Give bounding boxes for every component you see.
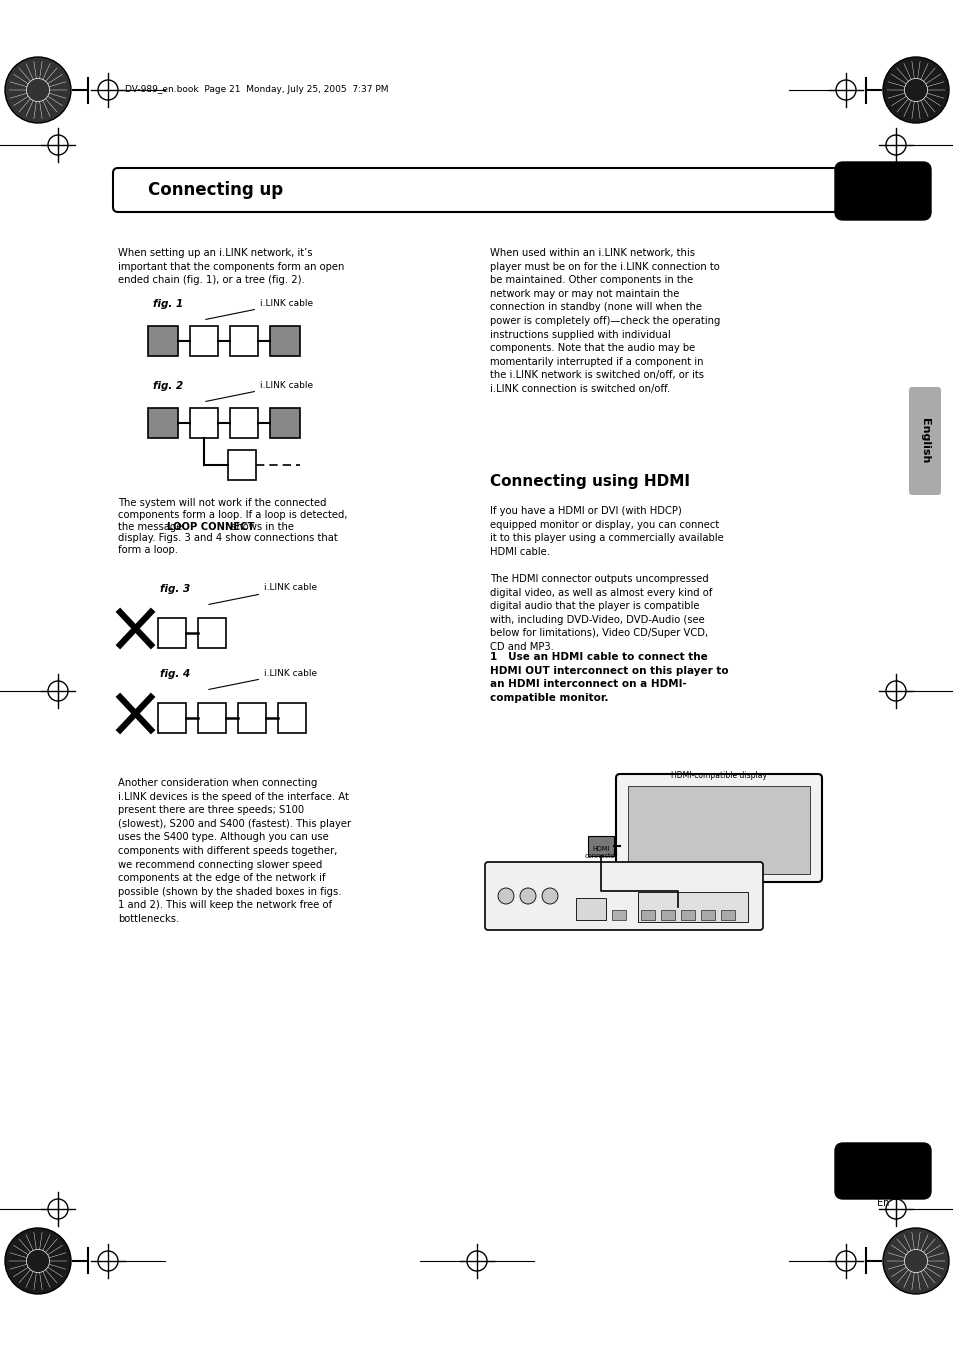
Bar [700, 911, 714, 920]
Text: the message: the message [118, 521, 185, 531]
Text: HDMI
connector: HDMI connector [583, 846, 618, 859]
Bar [228, 450, 255, 480]
Bar [640, 911, 655, 920]
Bar [720, 911, 734, 920]
Text: Connecting using HDMI: Connecting using HDMI [490, 474, 689, 489]
Text: shows in the: shows in the [228, 521, 294, 531]
Bar [693, 884, 740, 894]
Bar [660, 911, 675, 920]
Text: form a loop.: form a loop. [118, 546, 178, 555]
Circle shape [27, 78, 50, 101]
Bar [709, 874, 723, 886]
Text: i.LINK cable: i.LINK cable [209, 584, 316, 604]
Text: HDMI-compatible display: HDMI-compatible display [670, 771, 766, 780]
Text: components form a loop. If a loop is detected,: components form a loop. If a loop is det… [118, 509, 347, 520]
Text: fig. 1: fig. 1 [152, 299, 183, 309]
Bar [627, 786, 809, 874]
Circle shape [882, 57, 948, 123]
Text: i.LINK cable: i.LINK cable [206, 299, 313, 319]
Text: fig. 4: fig. 4 [160, 669, 190, 680]
Bar [148, 326, 178, 357]
Text: 02: 02 [869, 182, 895, 200]
Text: English: English [919, 419, 929, 463]
FancyBboxPatch shape [908, 386, 940, 494]
Text: The system will not work if the connected: The system will not work if the connecte… [118, 499, 326, 508]
Bar [148, 408, 178, 438]
Bar [587, 836, 614, 857]
FancyBboxPatch shape [834, 162, 930, 220]
FancyBboxPatch shape [112, 168, 837, 212]
Bar [576, 898, 605, 920]
Bar [158, 703, 186, 734]
Text: Connecting up: Connecting up [148, 181, 283, 199]
Circle shape [27, 1250, 50, 1273]
Bar [190, 408, 218, 438]
Text: En: En [876, 1198, 888, 1208]
Bar [638, 892, 747, 921]
Text: When used within an i.LINK network, this
player must be on for the i.LINK connec: When used within an i.LINK network, this… [490, 249, 720, 394]
Text: display. Figs. 3 and 4 show connections that: display. Figs. 3 and 4 show connections … [118, 534, 337, 543]
Circle shape [5, 1228, 71, 1294]
Text: LOOP CONNECT: LOOP CONNECT [167, 521, 254, 531]
FancyBboxPatch shape [834, 1143, 930, 1198]
FancyBboxPatch shape [484, 862, 762, 929]
Bar [158, 617, 186, 648]
Circle shape [497, 888, 514, 904]
Text: DV-989_en.book  Page 21  Monday, July 25, 2005  7:37 PM: DV-989_en.book Page 21 Monday, July 25, … [125, 85, 388, 93]
Text: i.LINK cable: i.LINK cable [209, 669, 316, 689]
Bar [277, 703, 306, 734]
Circle shape [903, 78, 926, 101]
Text: 21: 21 [869, 1162, 895, 1179]
Bar [230, 326, 257, 357]
Text: i.LINK cable: i.LINK cable [206, 381, 313, 401]
Bar [270, 408, 299, 438]
FancyBboxPatch shape [616, 774, 821, 882]
Circle shape [903, 1250, 926, 1273]
Text: The HDMI connector outputs uncompressed
digital video, as well as almost every k: The HDMI connector outputs uncompressed … [490, 574, 712, 653]
Bar [230, 408, 257, 438]
Bar [237, 703, 266, 734]
Circle shape [541, 888, 558, 904]
Bar [198, 703, 226, 734]
Circle shape [519, 888, 536, 904]
Bar [680, 911, 695, 920]
Circle shape [5, 57, 71, 123]
Circle shape [882, 1228, 948, 1294]
Text: When setting up an i.LINK network, it’s
important that the components form an op: When setting up an i.LINK network, it’s … [118, 249, 344, 285]
Text: fig. 2: fig. 2 [152, 381, 183, 390]
Text: Another consideration when connecting
i.LINK devices is the speed of the interfa: Another consideration when connecting i.… [118, 778, 351, 924]
Bar [190, 326, 218, 357]
Bar [198, 617, 226, 648]
Text: If you have a HDMI or DVI (with HDCP)
equipped monitor or display, you can conne: If you have a HDMI or DVI (with HDCP) eq… [490, 507, 723, 557]
Bar [270, 326, 299, 357]
Text: fig. 3: fig. 3 [160, 584, 190, 594]
Text: 1   Use an HDMI cable to connect the
HDMI OUT interconnect on this player to
an : 1 Use an HDMI cable to connect the HDMI … [490, 653, 728, 703]
Bar [612, 911, 625, 920]
